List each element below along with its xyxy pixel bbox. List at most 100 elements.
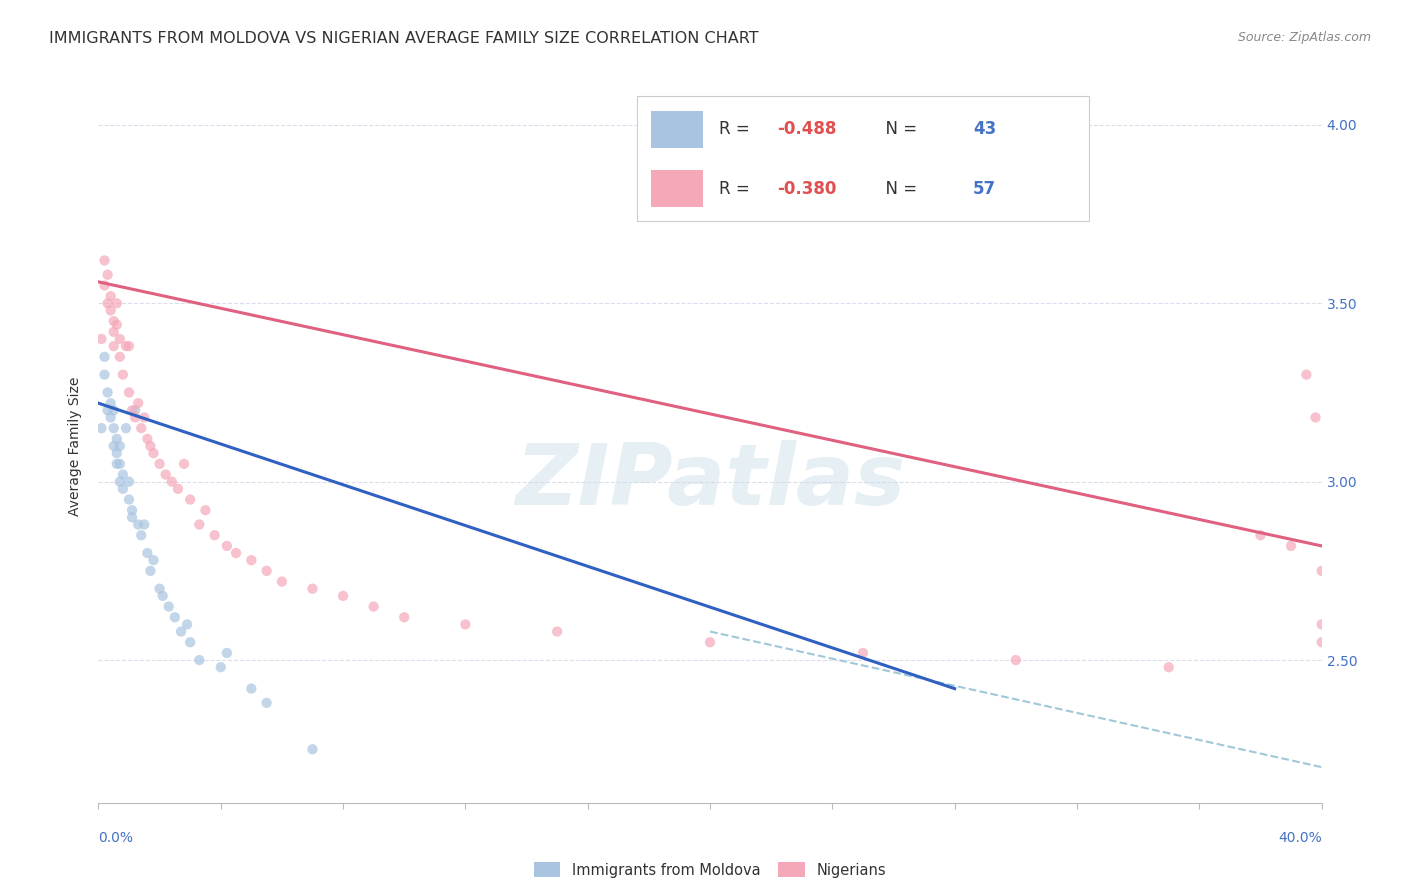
Point xyxy=(97,268,120,282)
Point xyxy=(270,574,294,589)
Point xyxy=(97,296,120,310)
Point xyxy=(111,482,134,496)
Point xyxy=(301,742,323,756)
Point xyxy=(160,475,183,489)
Point xyxy=(90,332,112,346)
Point xyxy=(139,564,162,578)
Point xyxy=(454,617,477,632)
Point xyxy=(142,553,165,567)
Point xyxy=(105,432,128,446)
Point xyxy=(204,528,226,542)
Point xyxy=(256,696,278,710)
Point xyxy=(332,589,354,603)
Point xyxy=(103,403,125,417)
Point xyxy=(100,396,122,410)
Point xyxy=(163,610,186,624)
Point xyxy=(173,457,195,471)
Point xyxy=(118,339,141,353)
Point xyxy=(1310,564,1333,578)
Point xyxy=(108,475,131,489)
Point xyxy=(97,403,120,417)
Point xyxy=(134,410,156,425)
Point xyxy=(176,617,198,632)
Point xyxy=(852,646,875,660)
Point xyxy=(149,582,172,596)
Point xyxy=(103,439,125,453)
Point xyxy=(115,421,138,435)
Point xyxy=(157,599,180,614)
Point xyxy=(118,492,141,507)
Point xyxy=(105,318,128,332)
Point xyxy=(118,385,141,400)
Point xyxy=(699,635,721,649)
Text: -0.488: -0.488 xyxy=(778,120,837,138)
Point xyxy=(179,635,201,649)
Point xyxy=(93,350,115,364)
Text: 40.0%: 40.0% xyxy=(1278,831,1322,846)
Point xyxy=(127,517,149,532)
Point xyxy=(188,517,211,532)
FancyBboxPatch shape xyxy=(651,169,703,207)
Point xyxy=(103,325,125,339)
Point xyxy=(111,368,134,382)
Point xyxy=(134,517,156,532)
Legend: Immigrants from Moldova, Nigerians: Immigrants from Moldova, Nigerians xyxy=(534,863,886,878)
Point xyxy=(179,492,201,507)
Point xyxy=(1004,653,1026,667)
Text: 0.0%: 0.0% xyxy=(98,831,134,846)
Point xyxy=(136,546,159,560)
Text: N =: N = xyxy=(875,180,922,198)
Text: Source: ZipAtlas.com: Source: ZipAtlas.com xyxy=(1237,31,1371,45)
Text: N =: N = xyxy=(875,120,922,138)
Point xyxy=(1157,660,1180,674)
Point xyxy=(127,396,149,410)
Text: 43: 43 xyxy=(973,120,997,138)
Point xyxy=(155,467,177,482)
Point xyxy=(93,253,115,268)
Point xyxy=(118,475,141,489)
Point xyxy=(121,503,143,517)
FancyBboxPatch shape xyxy=(637,96,1090,221)
Text: -0.380: -0.380 xyxy=(778,180,837,198)
Point xyxy=(124,410,146,425)
Point xyxy=(103,314,125,328)
Point xyxy=(392,610,416,624)
Point xyxy=(170,624,193,639)
Point xyxy=(121,403,143,417)
Point xyxy=(90,421,112,435)
Y-axis label: Average Family Size: Average Family Size xyxy=(69,376,83,516)
Point xyxy=(209,660,232,674)
Point xyxy=(93,278,115,293)
Point xyxy=(188,653,211,667)
Point xyxy=(1250,528,1272,542)
Text: R =: R = xyxy=(718,120,755,138)
Point xyxy=(129,421,152,435)
Point xyxy=(215,646,238,660)
Point xyxy=(97,385,120,400)
Point xyxy=(108,350,131,364)
Point xyxy=(129,528,152,542)
Point xyxy=(105,446,128,460)
Point xyxy=(1310,617,1333,632)
Point xyxy=(546,624,568,639)
Text: IMMIGRANTS FROM MOLDOVA VS NIGERIAN AVERAGE FAMILY SIZE CORRELATION CHART: IMMIGRANTS FROM MOLDOVA VS NIGERIAN AVER… xyxy=(49,31,759,46)
FancyBboxPatch shape xyxy=(651,111,703,148)
Point xyxy=(240,553,263,567)
Point xyxy=(121,510,143,524)
Point xyxy=(225,546,247,560)
Point xyxy=(105,296,128,310)
Point xyxy=(103,339,125,353)
Point xyxy=(194,503,217,517)
Point xyxy=(240,681,263,696)
Point xyxy=(1310,635,1333,649)
Text: R =: R = xyxy=(718,180,755,198)
Point xyxy=(115,339,138,353)
Point xyxy=(256,564,278,578)
Point xyxy=(363,599,385,614)
Point xyxy=(1295,368,1317,382)
Point xyxy=(142,446,165,460)
Point xyxy=(108,457,131,471)
Point xyxy=(100,410,122,425)
Point xyxy=(124,403,146,417)
Point xyxy=(100,303,122,318)
